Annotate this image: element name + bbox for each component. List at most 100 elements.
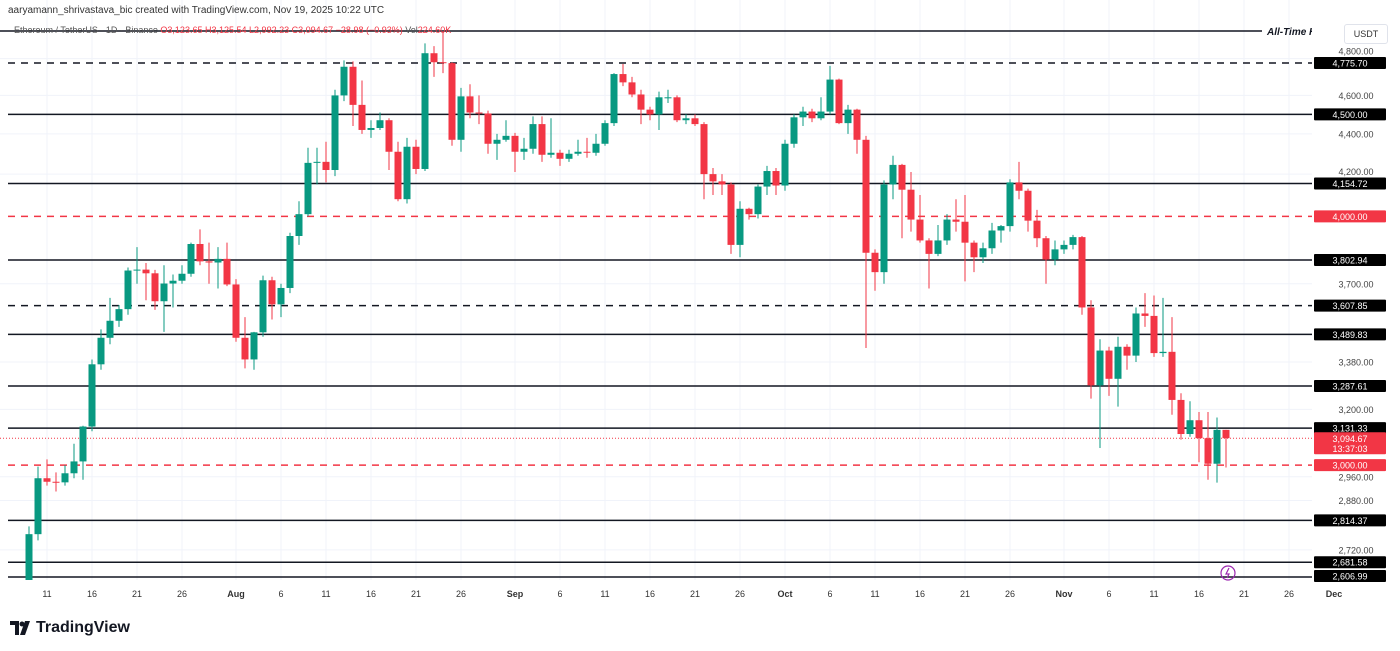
price-tick-label: 4,800.00 [1338, 47, 1373, 57]
candle [43, 459, 51, 486]
candle [916, 194, 924, 243]
candle [223, 242, 231, 287]
candle [367, 120, 375, 138]
time-tick-label: Sep [507, 589, 524, 599]
candle-body [574, 151, 582, 154]
candle [565, 149, 573, 162]
candle-body [556, 152, 564, 159]
candle [142, 262, 150, 301]
candle-body [763, 171, 771, 187]
candle [961, 194, 969, 282]
candle [907, 172, 915, 232]
candle [511, 132, 519, 173]
candle-body [124, 270, 132, 310]
candle-body [340, 66, 348, 96]
candle [331, 89, 339, 177]
candle-body [286, 236, 294, 288]
candle [853, 108, 861, 154]
candle [1222, 429, 1230, 468]
candle-body [988, 230, 996, 249]
candle [745, 207, 753, 220]
candle-body [970, 242, 978, 258]
level-price-tag [1314, 379, 1386, 392]
level-price-label: 3,607.85 [1332, 301, 1367, 311]
low-value: L2,992.23 [249, 25, 290, 35]
level-price-tag [1314, 328, 1386, 341]
currency-button[interactable]: USDT [1344, 24, 1388, 44]
candle-body [1087, 307, 1095, 386]
time-tick-label: 26 [1284, 589, 1294, 599]
candle [61, 465, 69, 486]
time-tick-label: 6 [827, 589, 832, 599]
candle [1078, 236, 1086, 315]
candle [1168, 317, 1176, 415]
time-tick-label: 26 [1005, 589, 1015, 599]
candle-body [250, 332, 258, 360]
candle [1042, 236, 1050, 284]
candle-body [1051, 249, 1059, 260]
symbol-legend: Ethereum / TetherUS · 1D · Binance O3,12… [14, 25, 451, 35]
lightning-icon[interactable] [1220, 565, 1236, 581]
candle [1069, 234, 1077, 250]
candle-body [70, 461, 78, 474]
candle-body [268, 280, 276, 305]
symbol-name[interactable]: Ethereum / TetherUS · 1D · Binance [14, 25, 158, 35]
level-price-label: 4,500.00 [1332, 110, 1367, 120]
candle-body [421, 53, 429, 169]
candle-body [97, 337, 105, 365]
level-price-label: 4,000.00 [1332, 212, 1367, 222]
close-value: C3,094.67 [291, 25, 334, 35]
time-tick-label: 11 [321, 589, 330, 599]
candle [115, 305, 123, 327]
tradingview-logo[interactable]: TradingView [10, 619, 130, 637]
horizontal-levels: All-Time High [0, 27, 1331, 578]
candle [1087, 300, 1095, 399]
candle [628, 76, 636, 98]
candle [268, 276, 276, 320]
candle [646, 106, 654, 121]
time-tick-label: 21 [690, 589, 700, 599]
candle [1150, 295, 1158, 357]
candle [772, 167, 780, 195]
candle [160, 265, 168, 332]
candle-body [322, 161, 330, 171]
candle-body [196, 244, 204, 262]
candle-body [25, 534, 33, 580]
candle-body [538, 124, 546, 155]
candle-body [1114, 346, 1122, 379]
candle-body [187, 244, 195, 274]
candle [178, 265, 186, 284]
price-tick-label: 2,720.00 [1338, 545, 1373, 555]
candle-body [907, 189, 915, 220]
time-tick-label: 21 [1239, 589, 1249, 599]
time-tick-label: 21 [411, 589, 421, 599]
candle [601, 120, 609, 146]
candle-body [961, 221, 969, 243]
candle-body [754, 186, 762, 215]
candle [484, 110, 492, 154]
candle-body [691, 118, 699, 125]
candle [880, 180, 888, 284]
candle-body [1213, 429, 1221, 464]
candle-body [349, 66, 357, 105]
candle-body [772, 171, 780, 186]
candle [133, 247, 141, 284]
candle-body [115, 309, 123, 321]
candle [844, 104, 852, 134]
candle [259, 275, 267, 337]
candle [1114, 336, 1122, 407]
candle [781, 139, 789, 191]
candle [25, 526, 33, 580]
candle [313, 147, 321, 185]
time-tick-label: Oct [777, 589, 792, 599]
candle-body [142, 269, 150, 274]
candle [439, 30, 447, 74]
candle-body [826, 79, 834, 112]
candle-body [1150, 315, 1158, 354]
candle [808, 108, 816, 123]
candle-body [160, 283, 168, 302]
candle-body [1006, 182, 1014, 227]
candle [169, 274, 177, 308]
candle-body [1159, 351, 1167, 354]
